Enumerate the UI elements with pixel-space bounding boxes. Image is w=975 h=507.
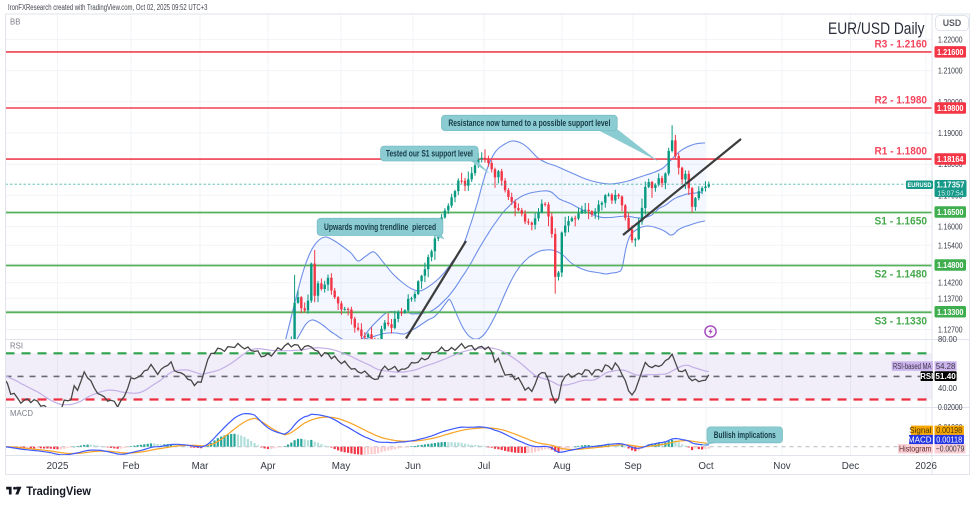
svg-text:1.18164: 1.18164: [937, 154, 964, 164]
svg-text:Mar: Mar: [192, 461, 210, 472]
svg-text:MACD: MACD: [10, 409, 33, 418]
svg-text:Upwards moving trendline pier: Upwards moving trendline pierced: [324, 222, 436, 232]
svg-text:Apr: Apr: [260, 461, 276, 472]
svg-text:Signal: Signal: [909, 426, 931, 435]
svg-text:Jul: Jul: [478, 461, 491, 472]
svg-text:2025: 2025: [47, 461, 69, 472]
svg-text:R3 - 1.2160: R3 - 1.2160: [875, 38, 928, 50]
svg-text:IronFXResearch created with Tr: IronFXResearch created with TradingView.…: [8, 3, 208, 12]
svg-text:EUR/USD Daily: EUR/USD Daily: [828, 19, 925, 38]
svg-text:MACD: MACD: [908, 435, 932, 444]
svg-text:1.19000: 1.19000: [938, 129, 963, 138]
svg-text:51.40: 51.40: [935, 372, 956, 381]
svg-text:1.13700: 1.13700: [938, 294, 963, 303]
svg-text:Bullish implications: Bullish implications: [714, 430, 776, 440]
svg-text:1.22000: 1.22000: [938, 35, 963, 44]
svg-text:Dec: Dec: [842, 461, 860, 472]
svg-text:2026: 2026: [915, 461, 937, 472]
svg-text:1.14200: 1.14200: [938, 279, 963, 288]
svg-text:54.28: 54.28: [936, 362, 956, 371]
svg-text:Resistance now turned to a pos: Resistance now turned to a possible supp…: [448, 118, 610, 128]
svg-text:40.00: 40.00: [938, 384, 957, 393]
svg-text:S2 - 1.1480: S2 - 1.1480: [875, 269, 928, 281]
svg-text:1.21600: 1.21600: [937, 47, 964, 57]
svg-text:1.21000: 1.21000: [938, 67, 963, 76]
svg-text:R2 - 1.1980: R2 - 1.1980: [875, 95, 928, 107]
svg-text:S3 - 1.1330: S3 - 1.1330: [875, 315, 928, 327]
svg-text:−0.00079: −0.00079: [936, 445, 965, 454]
svg-text:1.17357: 1.17357: [937, 181, 965, 190]
svg-text:Sep: Sep: [624, 461, 642, 472]
svg-text:R1 - 1.1800: R1 - 1.1800: [875, 146, 928, 158]
svg-text:1.13300: 1.13300: [937, 307, 964, 317]
svg-text:15:07:54: 15:07:54: [938, 188, 964, 197]
svg-text:1.16500: 1.16500: [937, 207, 964, 217]
svg-text:1.19800: 1.19800: [937, 103, 964, 113]
svg-text:TradingView: TradingView: [26, 484, 91, 498]
svg-text:Nov: Nov: [773, 461, 791, 472]
svg-text:1.15400: 1.15400: [938, 241, 963, 250]
svg-text:1.12700: 1.12700: [938, 326, 963, 335]
svg-text:Feb: Feb: [123, 461, 140, 472]
svg-text:Jun: Jun: [405, 461, 421, 472]
svg-text:EURUSD: EURUSD: [908, 182, 932, 189]
svg-text:0.00118: 0.00118: [936, 435, 962, 444]
svg-text:RSI-based MA: RSI-based MA: [893, 362, 932, 371]
svg-text:RSI: RSI: [10, 342, 23, 351]
svg-text:Oct: Oct: [698, 461, 714, 472]
svg-text:USD: USD: [943, 18, 962, 28]
svg-text:0.02000: 0.02000: [938, 403, 963, 412]
svg-text:0.00198: 0.00198: [936, 426, 962, 435]
svg-text:Histogram: Histogram: [899, 445, 932, 454]
svg-text:1.16000: 1.16000: [938, 223, 963, 232]
svg-text:1.14800: 1.14800: [937, 260, 964, 270]
svg-text:80.00: 80.00: [938, 335, 957, 344]
svg-text:S1 - 1.1650: S1 - 1.1650: [875, 216, 928, 228]
svg-text:Tested our S1 support level: Tested our S1 support level: [386, 149, 473, 159]
svg-text:May: May: [332, 461, 351, 472]
svg-text:Aug: Aug: [553, 461, 570, 472]
svg-text:BB: BB: [10, 18, 20, 27]
svg-text:RSI: RSI: [920, 372, 933, 381]
